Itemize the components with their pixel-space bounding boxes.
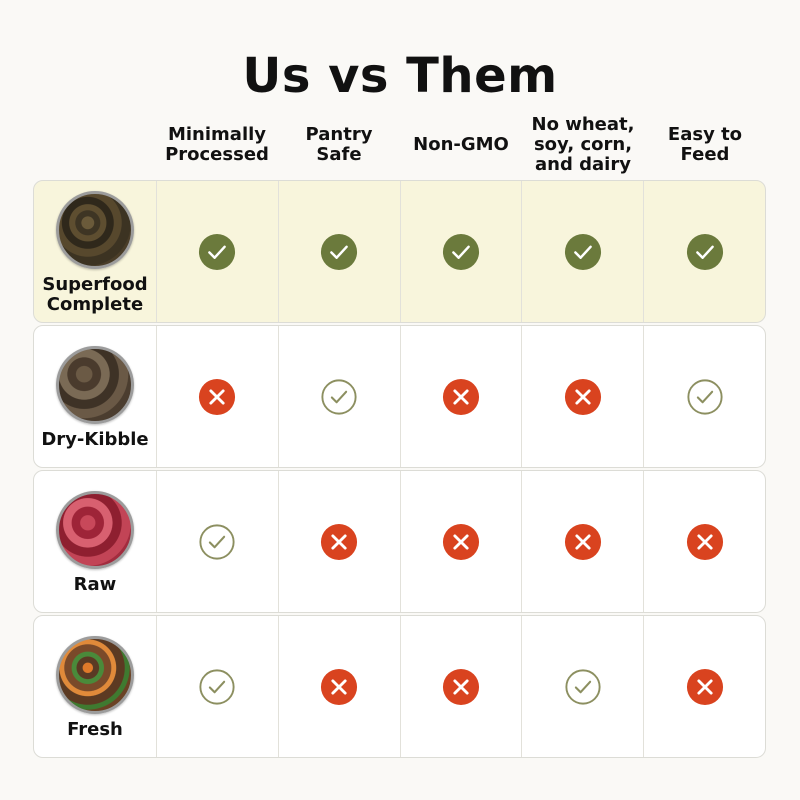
check-outline-icon bbox=[199, 668, 235, 705]
value-cell bbox=[399, 616, 522, 757]
check-filled-icon bbox=[686, 233, 723, 270]
value-cell bbox=[399, 471, 522, 612]
page-title: Us vs Them bbox=[242, 48, 558, 104]
product-cell: Superfood Complete bbox=[34, 181, 156, 322]
cross-icon bbox=[442, 668, 480, 705]
check-filled-icon bbox=[442, 233, 480, 270]
check-outline-icon bbox=[321, 378, 357, 415]
check-filled-icon bbox=[564, 233, 601, 270]
cross-icon bbox=[686, 668, 723, 705]
value-cell bbox=[521, 471, 643, 612]
cross-icon bbox=[321, 523, 358, 560]
fresh-food-bowl-icon bbox=[56, 635, 134, 714]
product-name: Dry-Kibble bbox=[41, 428, 149, 450]
value-cell bbox=[156, 471, 278, 612]
table-row-raw: Raw bbox=[33, 470, 766, 613]
check-filled-icon bbox=[321, 233, 358, 270]
cross-icon bbox=[564, 523, 601, 560]
column-header-non-gmo: Non-GMO bbox=[413, 134, 509, 155]
value-cell bbox=[643, 181, 765, 322]
raw-meat-bowl-icon bbox=[56, 490, 134, 569]
value-cell bbox=[643, 616, 765, 757]
value-cell bbox=[277, 326, 400, 467]
product-name: Raw bbox=[73, 573, 117, 595]
value-cell bbox=[643, 471, 765, 612]
product-name: Superfood Complete bbox=[42, 273, 148, 315]
cross-icon bbox=[321, 668, 358, 705]
check-outline-icon bbox=[199, 523, 235, 560]
superfood-bowl-icon bbox=[56, 190, 134, 269]
column-header-easy-to-feed: Easy to Feed bbox=[667, 124, 743, 165]
value-cell bbox=[399, 181, 522, 322]
value-cell bbox=[399, 326, 522, 467]
column-header-no-wheat-soy-corn-dairy: No wheat, soy, corn, and dairy bbox=[531, 114, 635, 175]
value-cell bbox=[277, 616, 400, 757]
value-cell bbox=[277, 471, 400, 612]
product-cell: Fresh bbox=[34, 616, 156, 757]
table-row-fresh: Fresh bbox=[33, 615, 766, 758]
check-outline-icon bbox=[687, 378, 723, 415]
table-row-superfood-complete: Superfood Complete bbox=[33, 180, 766, 323]
cross-icon bbox=[442, 523, 480, 560]
value-cell bbox=[277, 181, 400, 322]
column-header-minimally-processed: Minimally Processed bbox=[165, 124, 269, 165]
product-name: Fresh bbox=[67, 718, 123, 740]
check-filled-icon bbox=[199, 233, 236, 270]
value-cell bbox=[521, 326, 643, 467]
value-cell bbox=[521, 181, 643, 322]
cross-icon bbox=[686, 523, 723, 560]
value-cell bbox=[156, 326, 278, 467]
cross-icon bbox=[199, 378, 236, 415]
value-cell bbox=[643, 326, 765, 467]
column-header-pantry-safe: Pantry Safe bbox=[305, 124, 373, 165]
product-cell: Raw bbox=[34, 471, 156, 612]
table-row-dry-kibble: Dry-Kibble bbox=[33, 325, 766, 468]
cross-icon bbox=[564, 378, 601, 415]
value-cell bbox=[521, 616, 643, 757]
cross-icon bbox=[442, 378, 480, 415]
value-cell bbox=[156, 616, 278, 757]
kibble-bowl-icon bbox=[56, 345, 134, 424]
comparison-table: Superfood Complete Dry-Kibble Raw F bbox=[33, 180, 766, 760]
value-cell bbox=[156, 181, 278, 322]
column-headers: Minimally Processed Pantry Safe Non-GMO … bbox=[156, 112, 766, 178]
check-outline-icon bbox=[565, 668, 601, 705]
product-cell: Dry-Kibble bbox=[34, 326, 156, 467]
